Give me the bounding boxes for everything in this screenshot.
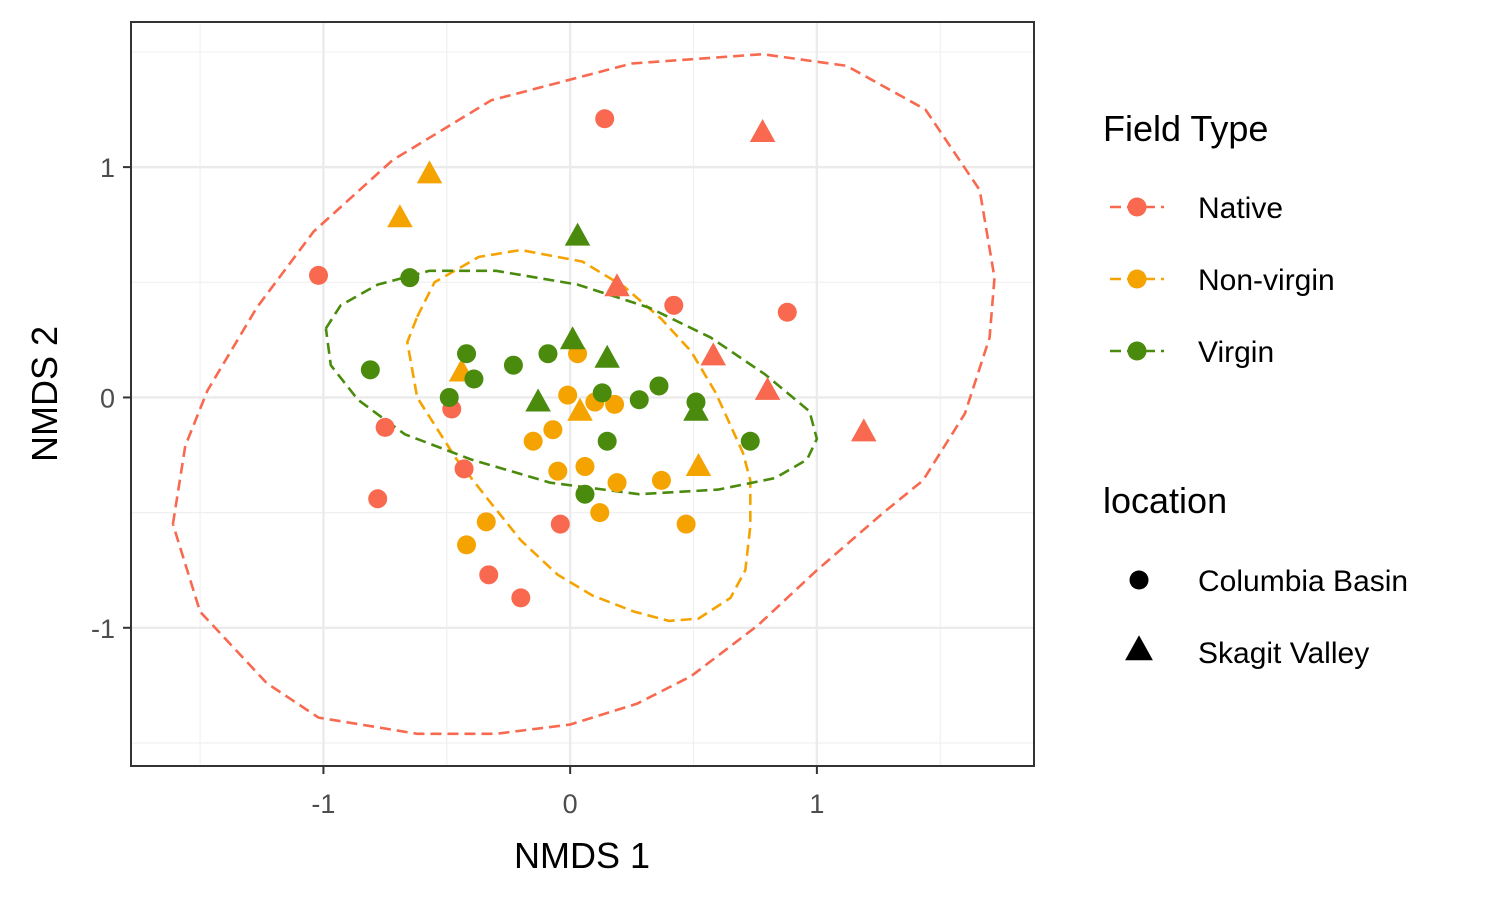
data-point-circle	[548, 461, 568, 481]
legend: Field Type Native Non-virgin Virgin location…	[1103, 108, 1408, 670]
data-point-circle	[590, 503, 610, 523]
data-point-circle	[439, 387, 459, 407]
data-point-circle	[360, 360, 380, 380]
ellipse-virgin	[324, 269, 819, 496]
data-point-circle	[607, 473, 627, 493]
legend-title-location: location	[1103, 480, 1227, 521]
data-point-triangle	[685, 453, 712, 476]
data-point-circle	[464, 369, 484, 389]
ellipse-native	[171, 52, 996, 736]
data-point-circle	[651, 470, 671, 490]
data-point-circle	[538, 344, 558, 364]
data-point-circle	[479, 565, 499, 585]
data-point-circle	[476, 512, 496, 532]
x-axis-title: NMDS 1	[514, 835, 650, 876]
data-point-triangle	[564, 222, 591, 246]
data-point-circle	[400, 268, 420, 288]
legend-key-point-native	[1127, 197, 1147, 217]
panel-background	[131, 22, 1034, 766]
data-point-circle	[309, 265, 329, 285]
legend-key-triangle	[1125, 635, 1153, 661]
legend-key-point-non-virgin	[1127, 269, 1147, 289]
grid-lines	[131, 22, 1034, 766]
x-tick-label: -1	[311, 789, 335, 819]
data-point-circle	[575, 457, 595, 477]
data-point-circle	[550, 514, 570, 534]
data-point-circle	[457, 344, 477, 364]
data-point-circle	[597, 431, 617, 451]
y-axis-ticks: -1 0 1	[91, 153, 131, 644]
y-tick-label: 1	[100, 153, 115, 183]
data-point-circle	[454, 459, 474, 479]
data-point-circle	[457, 535, 477, 555]
data-point-circle	[511, 588, 531, 608]
data-points	[309, 109, 877, 608]
x-axis-ticks: -1 0 1	[311, 766, 824, 819]
confidence-ellipses	[171, 52, 996, 736]
data-point-circle	[368, 489, 388, 509]
y-axis-title: NMDS 2	[24, 326, 65, 462]
legend-key-circle	[1129, 570, 1149, 590]
x-tick-label: 1	[809, 789, 824, 819]
data-point-triangle	[604, 273, 630, 297]
data-point-circle	[375, 417, 395, 437]
data-point-circle	[664, 295, 684, 315]
data-point-triangle	[387, 204, 413, 228]
legend-label-non-virgin: Non-virgin	[1198, 264, 1335, 297]
data-point-triangle	[700, 342, 726, 366]
legend-label-native: Native	[1198, 192, 1283, 225]
data-point-triangle	[754, 377, 781, 400]
legend-label-virgin: Virgin	[1198, 336, 1274, 369]
legend-label-columbia-basin: Columbia Basin	[1198, 565, 1408, 598]
data-point-triangle	[567, 397, 593, 421]
legend-label-skagit-valley: Skagit Valley	[1198, 637, 1369, 670]
legend-title-field-type: Field Type	[1103, 108, 1268, 149]
data-point-circle	[676, 514, 696, 534]
data-point-triangle	[416, 160, 443, 184]
data-point-circle	[592, 383, 612, 403]
data-point-circle	[777, 302, 797, 322]
data-point-triangle	[851, 418, 877, 442]
data-point-circle	[558, 385, 578, 405]
data-point-circle	[503, 355, 523, 375]
data-point-circle	[629, 390, 649, 410]
data-point-triangle	[683, 397, 709, 421]
data-point-triangle	[559, 326, 586, 350]
data-point-circle	[605, 394, 625, 414]
data-point-circle	[740, 431, 760, 451]
data-point-triangle	[749, 119, 776, 142]
x-tick-label: 0	[563, 789, 578, 819]
data-point-circle	[575, 484, 595, 504]
ellipse-non-virgin	[406, 248, 752, 623]
data-point-circle	[595, 109, 615, 129]
legend-key-point-virgin	[1127, 341, 1147, 361]
data-point-triangle	[594, 344, 620, 368]
data-point-triangle	[525, 388, 551, 412]
y-tick-label: -1	[91, 614, 115, 644]
data-point-circle	[543, 420, 563, 440]
data-point-circle	[649, 376, 669, 396]
data-point-circle	[523, 431, 543, 451]
y-tick-label: 0	[100, 383, 115, 413]
panel-border	[130, 21, 1035, 767]
